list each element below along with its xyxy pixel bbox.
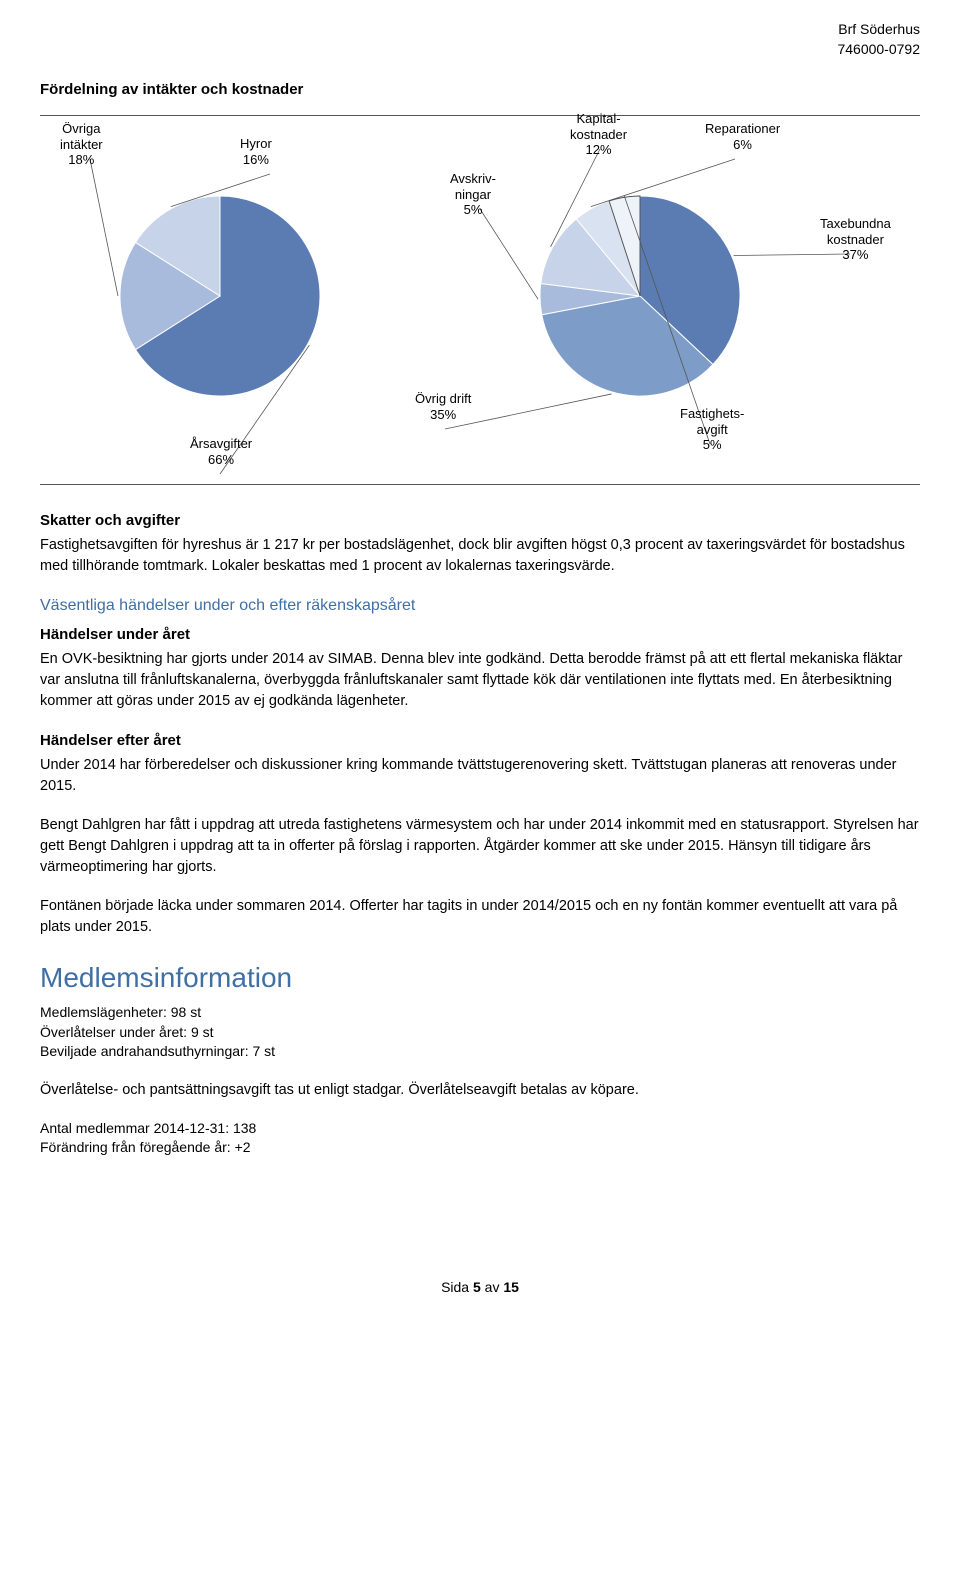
footer-prefix: Sida	[441, 1279, 473, 1295]
handelser-efter-p2: Bengt Dahlgren har fått i uppdrag att ut…	[40, 815, 920, 878]
chart-section-title: Fördelning av intäkter och kostnader	[40, 79, 920, 100]
footer-total: 15	[503, 1279, 519, 1295]
leader-line	[90, 159, 118, 296]
org-number: 746000-0792	[40, 40, 920, 60]
pie-label: Taxebundnakostnader37%	[820, 216, 891, 263]
page-footer: Sida 5 av 15	[40, 1278, 920, 1298]
medlemsinfo-l6: Förändring från föregående år: +2	[40, 1138, 920, 1158]
medlemsinfo-l3: Beviljade andrahandsuthyrningar: 7 st	[40, 1042, 920, 1062]
leader-line	[480, 209, 538, 299]
medlemsinfo-title: Medlemsinformation	[40, 958, 920, 997]
medlemsinfo-l2: Överlåtelser under året: 9 st	[40, 1023, 920, 1043]
pie-label: Avskriv-ningar5%	[450, 171, 496, 218]
pie-label: Övrig drift35%	[415, 391, 471, 422]
pie-label: Fastighets-avgift5%	[680, 406, 744, 453]
vasentliga-title: Väsentliga händelser under och efter räk…	[40, 595, 920, 617]
handelser-under-body: En OVK-besiktning har gjorts under 2014 …	[40, 649, 920, 712]
footer-page: 5	[473, 1279, 481, 1295]
handelser-under-heading: Händelser under året	[40, 624, 920, 645]
skatter-heading: Skatter och avgifter	[40, 510, 920, 531]
org-name: Brf Söderhus	[40, 20, 920, 40]
handelser-efter-p1: Under 2014 har förberedelser och diskuss…	[40, 755, 920, 797]
pie-label: Övrigaintäkter18%	[60, 121, 103, 168]
pie-label: Kapital-kostnader12%	[570, 111, 627, 158]
medlemsinfo-l4: Överlåtelse- och pantsättningsavgift tas…	[40, 1080, 920, 1101]
charts-container: Årsavgifter66% Övrigaintäkter18% Hyror16% T…	[40, 115, 920, 485]
pie-label: Årsavgifter66%	[190, 436, 252, 467]
medlemsinfo-l1: Medlemslägenheter: 98 st	[40, 1003, 920, 1023]
pie-label: Hyror16%	[240, 136, 272, 167]
document-header: Brf Söderhus 746000-0792	[40, 20, 920, 59]
handelser-efter-heading: Händelser efter året	[40, 730, 920, 751]
handelser-efter-p3: Fontänen började läcka under sommaren 20…	[40, 896, 920, 938]
footer-middle: av	[481, 1279, 504, 1295]
pie-label: Reparationer6%	[705, 121, 780, 152]
medlemsinfo-l5: Antal medlemmar 2014-12-31: 138	[40, 1119, 920, 1139]
skatter-body: Fastighetsavgiften för hyreshus är 1 217…	[40, 535, 920, 577]
